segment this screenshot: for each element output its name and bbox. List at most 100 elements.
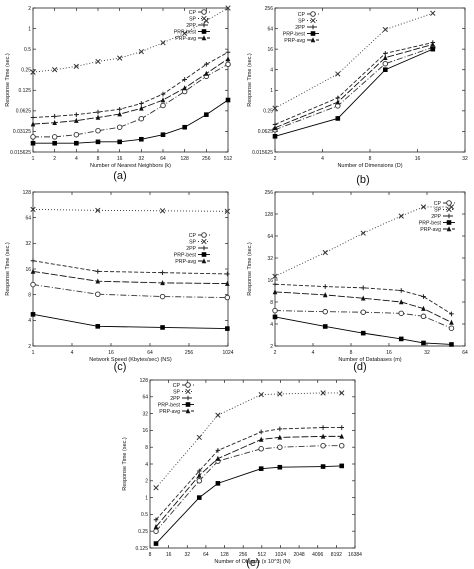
legend-marker [446,200,452,206]
chart-panel-1: 1 2 4 8 16 32 64 128 256 512 0.015625 0.03125 0.0625… [5,5,233,182]
series-line-2pp [155,427,342,521]
legend-label: PRP-avg [175,36,196,42]
plot-frame [149,379,356,549]
data-point-sp [30,206,36,213]
y-axis-label: Response Time (sec.) [247,242,253,296]
x-tick-label: 32 [184,552,190,558]
data-point-cp [338,442,345,449]
legend-label: PRP-avg [284,38,305,44]
data-point-prp-best [449,342,454,347]
series-line-sp [32,7,229,73]
legend-label: CP [189,233,197,239]
series-line-cp [155,445,342,532]
y-tick-label: 2 [145,479,148,485]
legend-marker [201,258,207,264]
x-tick-label: 16384 [348,552,362,558]
legend-marker [201,238,207,245]
data-point-sp [322,249,328,256]
data-point-sp [430,10,436,16]
data-point-2pp [421,294,426,299]
legend-marker [185,382,191,388]
legend-marker [185,395,191,401]
data-point-cp [116,124,123,130]
y-tick-label: 2 [270,344,273,350]
y-tick-label: 0.125 [18,88,31,94]
data-point-prp-avg [74,117,79,123]
y-tick-label: 128 [140,378,149,384]
series-line-cp [274,310,452,329]
x-tick-label: 256 [239,552,248,558]
series-line-prp-best [155,465,342,544]
legend-marker [310,17,316,24]
data-point-sp [159,208,166,214]
legend-marker [201,35,207,41]
data-point-prp-avg [277,434,283,440]
data-point-prp-avg [272,289,278,295]
legend-marker [201,245,207,251]
data-point-prp-best [335,116,341,121]
y-tick-label: 64 [267,234,273,240]
legend-marker [310,24,316,30]
panel-caption: (c) [114,361,127,373]
y-tick-label: 16 [142,428,148,434]
series-line-prp-avg [32,270,228,285]
series-line-cp [32,284,228,299]
y-tick-label: 128 [23,190,32,196]
x-tick-label: 512 [224,156,233,162]
data-point-cp [153,528,159,534]
data-point-prp-avg [160,97,166,103]
data-point-prp-avg [52,119,57,125]
plot-frame [274,191,466,347]
plot-frame [32,7,229,153]
data-point-2pp [360,285,366,291]
data-point-cp [95,291,101,297]
panel-caption: (a) [113,170,126,182]
legend-marker [185,408,191,414]
data-point-cp [225,61,231,68]
data-point-prp-best [215,481,221,486]
data-point-prp-best [398,336,404,342]
x-tick-label: 32 [139,156,145,162]
y-tick-label: 2 [28,344,31,350]
data-point-prp-avg [339,433,345,439]
panel-caption: (d) [353,361,366,373]
legend-marker [201,9,207,15]
series-line-cp [33,63,229,138]
data-point-2pp [95,269,101,274]
data-point-cp [160,102,166,109]
legend-label: CP [434,201,442,207]
x-tick-label: 1 [32,350,35,356]
data-point-2pp [449,311,454,317]
y-axis-label: Response Time (sec.) [5,242,11,296]
data-point-2pp [322,284,328,289]
x-tick-label: 4096 [312,552,323,558]
legend-label: PRP-best [283,31,306,37]
data-point-prp-best [382,67,388,73]
data-point-cp [448,325,455,331]
legend-label: 2PP [431,214,441,220]
data-point-cp [196,478,203,484]
x-axis-label: Number of Databases (m) [338,357,401,363]
legend-label: SP [298,18,305,24]
legend-label: SP [189,16,196,22]
y-tick-label: 64 [267,26,273,32]
data-point-prp-best [52,140,57,146]
data-point-2pp [52,114,57,119]
x-tick-label: 32 [462,156,468,162]
x-tick-label: 8 [149,552,152,558]
legend-marker [201,22,207,28]
data-point-cp [224,294,231,301]
series-line-cp [274,46,433,131]
y-tick-label: 128 [265,212,274,218]
chart-panel-5: 8 16 32 64 128 256 512 1024 2048 4096 8192 163840.1… [122,378,362,569]
x-tick-label: 256 [185,350,194,356]
data-point-prp-best [277,464,283,470]
x-tick-label: 2 [53,156,56,162]
data-point-sp [215,412,221,418]
data-point-sp [272,105,278,111]
legend-label: 2PP [170,396,180,402]
data-point-sp [73,63,79,70]
x-tick-label: 512 [258,552,267,558]
x-tick-label: 16 [117,156,123,162]
